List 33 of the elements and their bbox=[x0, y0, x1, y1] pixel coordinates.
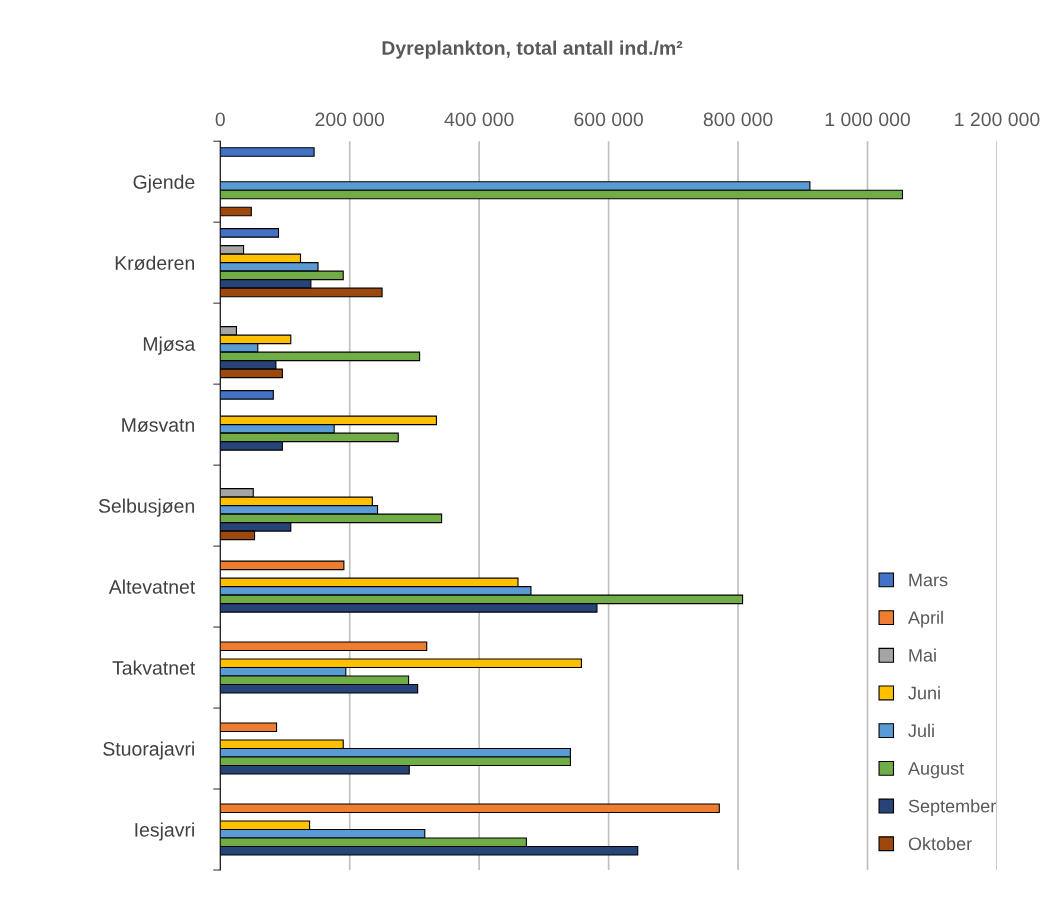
bar bbox=[220, 722, 278, 733]
y-tick-label: Møsvatn bbox=[122, 418, 194, 433]
bar bbox=[220, 147, 315, 157]
chart-title: Dyreplankton, total antall ind./m² bbox=[382, 40, 683, 59]
y-tick-label: Iesjavri bbox=[135, 822, 194, 841]
bar bbox=[220, 390, 274, 400]
legend-label: Mai bbox=[909, 648, 936, 662]
x-tick-label: 800 000 bbox=[703, 112, 773, 127]
y-tick-label: Gjende bbox=[133, 174, 195, 193]
y-tick-label: Selbusjøen bbox=[98, 498, 194, 517]
x-tick-label: 400 000 bbox=[444, 112, 514, 127]
bar bbox=[220, 641, 428, 652]
x-tick-label: 1 000 000 bbox=[825, 112, 911, 127]
bar bbox=[220, 206, 252, 217]
y-tick-label: Mjøsa bbox=[143, 336, 196, 355]
legend-label: Juni bbox=[908, 686, 940, 700]
legend-label: Oktober bbox=[908, 836, 972, 851]
legend-label: August bbox=[907, 762, 965, 779]
y-tick-label: Takvatnet bbox=[112, 660, 196, 675]
bar bbox=[220, 228, 280, 238]
x-tick-label: 600 000 bbox=[574, 112, 643, 127]
x-tick-label: 1 200 000 bbox=[955, 112, 1040, 127]
x-tick-label: 200 000 bbox=[315, 112, 385, 127]
y-tick-label: Stuorajavri bbox=[103, 741, 194, 760]
legend-label: September bbox=[908, 799, 996, 817]
y-tick-label: Krøderen bbox=[115, 255, 194, 271]
legend-label: Juli bbox=[908, 723, 934, 738]
y-tick-label: Altevatnet bbox=[108, 579, 196, 594]
legend-label: April bbox=[907, 610, 943, 628]
legend-label: Mars bbox=[909, 573, 948, 587]
bar bbox=[220, 560, 345, 571]
bar bbox=[220, 803, 720, 814]
x-tick-label: 0 bbox=[215, 112, 225, 127]
